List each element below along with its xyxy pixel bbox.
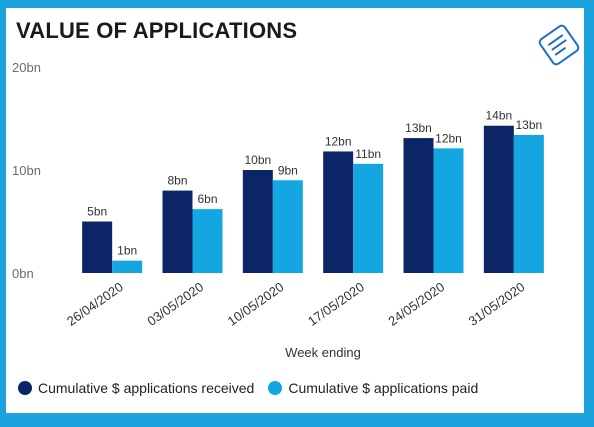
bar-paid[interactable] (272, 180, 303, 273)
bar-received[interactable] (403, 138, 434, 273)
bar-received[interactable] (162, 190, 193, 273)
bar-received[interactable] (483, 125, 514, 274)
bar-data-label: 14bn (485, 109, 512, 123)
bar-paid[interactable] (513, 134, 544, 273)
bar-data-label: 10bn (244, 153, 271, 167)
bar-data-label: 6bn (197, 192, 217, 206)
bar-received[interactable] (82, 221, 113, 274)
bar-received[interactable] (242, 170, 273, 273)
bar-received[interactable] (323, 151, 354, 273)
legend-swatch-received (18, 381, 32, 395)
bar-data-label: 5bn (87, 205, 107, 219)
y-tick-label: 0bn (12, 266, 34, 281)
bar-data-label: 13bn (405, 121, 432, 135)
bar-data-label: 12bn (325, 134, 352, 148)
bars (82, 125, 544, 274)
x-tick-label: 24/05/2020 (385, 279, 447, 329)
legend-item-received[interactable]: Cumulative $ applications received (18, 380, 254, 396)
chart-title: VALUE OF APPLICATIONS (16, 18, 298, 43)
legend-swatch-paid (268, 381, 283, 395)
x-tick-label: 10/05/2020 (225, 279, 287, 329)
bar-data-label: 13bn (515, 118, 542, 132)
bar-data-label: 9bn (278, 163, 298, 177)
x-axis: 26/04/2020 03/05/2020 10/05/2020 17/05/2020… (64, 279, 528, 329)
legend-item-paid[interactable]: Cumulative $ applications paid (268, 380, 478, 396)
bar-labels: 5bn1bn8bn6bn10bn9bn12bn11bn13bn12bn14bn1… (87, 109, 542, 258)
x-axis-title: Week ending (285, 345, 361, 360)
x-tick-label: 03/05/2020 (144, 279, 206, 329)
y-tick-label: 10bn (12, 163, 41, 178)
bar-data-label: 11bn (355, 147, 381, 161)
bar-paid[interactable] (192, 209, 223, 273)
bar-paid[interactable] (353, 163, 384, 273)
legend: Cumulative $ applications received Cumul… (18, 380, 478, 396)
bar-paid[interactable] (433, 148, 464, 273)
document-icon (538, 24, 580, 66)
x-tick-label: 31/05/2020 (466, 279, 528, 329)
x-tick-label: 26/04/2020 (64, 279, 126, 329)
bar-paid[interactable] (112, 260, 143, 273)
x-tick-label: 17/05/2020 (305, 279, 367, 329)
y-axis: 0bn 10bn 20bn (12, 60, 41, 281)
bar-data-label: 8bn (167, 174, 187, 188)
bar-data-label: 1bn (117, 244, 137, 258)
legend-label-paid: Cumulative $ applications paid (288, 380, 479, 396)
legend-label-received: Cumulative $ applications received (38, 380, 255, 396)
bar-data-label: 12bn (435, 131, 462, 145)
y-tick-label: 20bn (12, 60, 41, 75)
chart-card: VALUE OF APPLICATIONS 0bn 10bn 20bn 5bn 1bn… (6, 8, 584, 413)
